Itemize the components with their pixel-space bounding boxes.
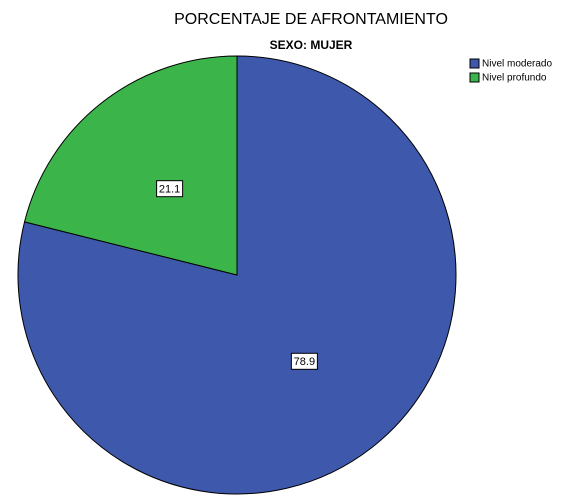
legend-swatch (469, 72, 480, 83)
chart-subtitle: SEXO: MUJER (270, 38, 353, 52)
data-label: 78.9 (294, 356, 315, 368)
chart-title: PORCENTAJE DE AFRONTAMIENTO (174, 11, 448, 28)
legend-swatch (469, 58, 480, 69)
data-label-box (156, 180, 184, 198)
data-label-box (290, 352, 318, 370)
legend-label: Nivel moderado (482, 59, 552, 70)
data-label: 21.1 (159, 184, 180, 196)
legend-label: Nivel profundo (482, 73, 547, 84)
pie-slice (23, 55, 238, 276)
